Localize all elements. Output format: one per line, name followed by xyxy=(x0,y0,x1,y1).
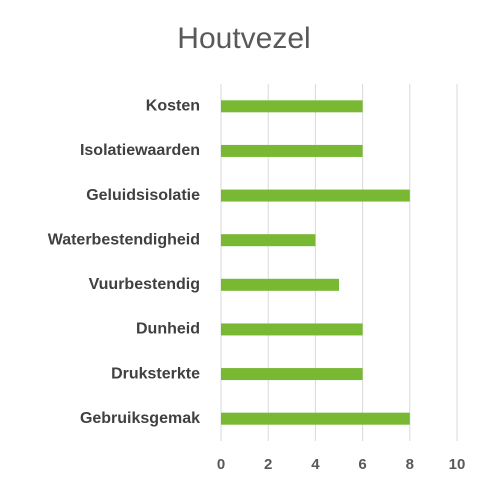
y-tick-label: Dunheid xyxy=(136,321,200,338)
bar xyxy=(221,412,410,425)
bar xyxy=(221,278,339,291)
y-tick-label: Gebruiksgemak xyxy=(80,410,200,427)
x-tick-label: 10 xyxy=(449,456,466,473)
bar xyxy=(221,234,316,247)
bar xyxy=(221,144,363,157)
y-tick-label: Vuurbestendig xyxy=(89,276,200,293)
x-tick-label: 4 xyxy=(311,456,320,473)
y-tick-label: Kosten xyxy=(146,98,200,115)
x-tick-label: 0 xyxy=(217,456,225,473)
bar xyxy=(221,323,363,336)
bar xyxy=(221,100,363,113)
x-tick-label: 8 xyxy=(406,456,414,473)
chart-title: Houtvezel xyxy=(177,22,310,55)
y-tick-label: Waterbestendigheid xyxy=(48,231,200,248)
y-tick-label: Isolatiewaarden xyxy=(80,142,200,159)
x-tick-label: 2 xyxy=(264,456,272,473)
x-tick-label: 6 xyxy=(358,456,366,473)
bar xyxy=(221,189,410,202)
y-tick-label: Druksterkte xyxy=(111,365,200,382)
y-tick-label: Geluidsisolatie xyxy=(86,187,200,204)
bar xyxy=(221,368,363,381)
